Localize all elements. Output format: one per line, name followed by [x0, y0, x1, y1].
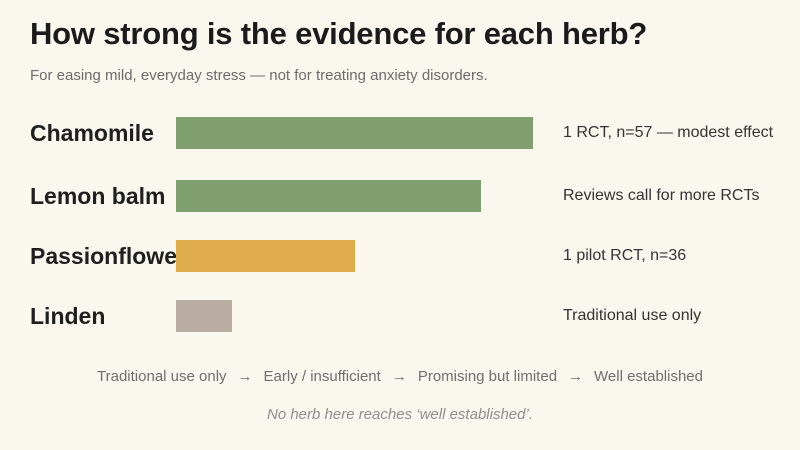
arrow-right-icon: → [568, 368, 584, 385]
footnote: No herb here reaches ‘well established’. [267, 406, 533, 423]
arrow-right-icon: → [237, 368, 253, 385]
evidence-note: 1 pilot RCT, n=36 [563, 247, 687, 264]
evidence-note: Traditional use only [563, 307, 702, 324]
category-label: Chamomile [30, 120, 154, 146]
scale-label: Promising but limited [417, 368, 558, 385]
bar-track [176, 117, 548, 149]
bar-row: Passionflower 1 pilot RCT, n=36 [0, 236, 800, 276]
bar-track [176, 180, 548, 212]
bar [176, 240, 355, 272]
arrow-right-icon: → [391, 368, 407, 385]
scale-label: Well established [594, 368, 703, 385]
chart-subtitle: For easing mild, everyday stress — not f… [30, 67, 488, 84]
bar-row: Lemon balm Reviews call for more RCTs [0, 176, 800, 216]
bar-row: Linden Traditional use only [0, 296, 800, 336]
bar [176, 300, 232, 332]
chart-title: How strong is the evidence for each herb… [30, 16, 648, 51]
category-label: Linden [30, 303, 106, 329]
bar-track [176, 300, 548, 332]
scale-label: Traditional use only [97, 368, 227, 385]
evidence-note: 1 RCT, n=57 — modest effect [563, 124, 774, 141]
bar-track [176, 240, 548, 272]
category-label: Passionflower [30, 243, 186, 269]
category-label: Lemon balm [30, 183, 166, 209]
evidence-note: Reviews call for more RCTs [563, 187, 760, 204]
bar-row: Chamomile 1 RCT, n=57 — modest effect [0, 113, 800, 153]
evidence-scale: Traditional use only → Early / insufficien… [0, 368, 800, 385]
scale-label: Early / insufficient [263, 368, 381, 385]
bar [176, 180, 481, 212]
bar [176, 117, 533, 149]
